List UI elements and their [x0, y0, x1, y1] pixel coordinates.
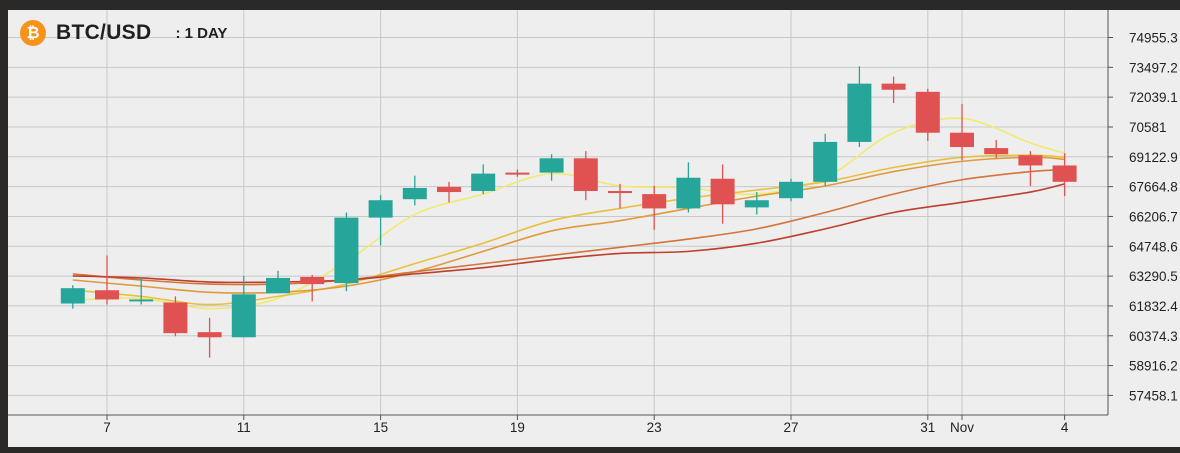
candle — [231, 275, 256, 338]
candle-body-down — [197, 332, 222, 338]
candle-body-down — [915, 91, 940, 133]
candle-body-down — [95, 290, 119, 300]
candle — [573, 151, 598, 201]
candle-body-up — [744, 200, 769, 208]
y-tick-label: 57458.1 — [1129, 388, 1178, 403]
candle — [984, 139, 1009, 159]
candle — [334, 212, 359, 292]
candle — [1052, 153, 1077, 197]
candle — [95, 255, 119, 305]
y-tick-label: 72039.1 — [1129, 90, 1178, 105]
candle-layer — [60, 66, 1077, 358]
moving-average-line-3 — [72, 156, 1065, 294]
pair-title: BTC/USD — [56, 21, 152, 44]
y-tick-label: 73497.2 — [1129, 60, 1178, 75]
candle-body-down — [950, 132, 974, 148]
y-tick-label: 66206.7 — [1129, 209, 1178, 224]
candle-body-up — [539, 158, 564, 173]
candle — [950, 104, 974, 161]
x-tick-label: 19 — [510, 420, 525, 435]
candle — [881, 76, 906, 104]
y-tick-label: 69122.9 — [1129, 150, 1178, 165]
candle — [1018, 151, 1043, 186]
candle — [197, 317, 222, 358]
x-tick-label: Nov — [950, 420, 974, 435]
x-tick-label: 11 — [237, 420, 251, 435]
candle-body-up — [60, 288, 85, 304]
x-tick-label: 27 — [783, 420, 798, 435]
moving-average-line-5 — [72, 183, 1065, 284]
y-tick-label: 58916.2 — [1129, 359, 1178, 374]
y-tick-labels: 74955.3 73497.2 72039.1 70581 69122.9 67664.8… — [1108, 31, 1178, 403]
candle-body-down — [710, 178, 735, 205]
candle-body-up — [231, 294, 256, 338]
x-tick-label: 15 — [373, 420, 388, 435]
y-tick-label: 60374.3 — [1129, 329, 1178, 344]
candle — [642, 185, 667, 230]
candle-body-up — [847, 83, 872, 142]
candle — [744, 192, 769, 215]
candle-body-up — [266, 277, 290, 294]
y-tick-label: 70581 — [1129, 120, 1167, 135]
candle-body-down — [437, 186, 461, 193]
candle — [710, 164, 735, 224]
x-tick-label: 4 — [1061, 420, 1069, 435]
y-tick-label: 74955.3 — [1129, 31, 1178, 46]
plot-background — [8, 10, 1180, 447]
candle-body-up — [402, 187, 427, 200]
candle-body-down — [608, 191, 632, 194]
candle-body-down — [1018, 155, 1043, 166]
candle-body-down — [505, 172, 530, 175]
chart-header: ₿ BTC/USD : 1 DAY — [20, 17, 227, 49]
candle — [608, 183, 632, 209]
candle — [60, 285, 85, 309]
candle-body-up — [334, 217, 359, 284]
candle-body-up — [779, 181, 803, 199]
moving-average-line-4 — [72, 168, 1065, 286]
candle — [266, 270, 290, 294]
candle — [505, 169, 530, 177]
candle — [129, 276, 154, 305]
x-tick-label: 23 — [647, 420, 662, 435]
y-tick-label: 63290.5 — [1129, 269, 1178, 284]
candle-body-up — [129, 299, 154, 302]
candle-body-down — [1052, 165, 1077, 182]
candle-body-up — [676, 177, 701, 209]
y-tick-label: 64748.6 — [1129, 239, 1178, 254]
x-tick-label: 7 — [103, 420, 111, 435]
candle — [402, 175, 427, 206]
candle — [437, 181, 461, 203]
y-tick-label: 61832.4 — [1129, 299, 1178, 314]
candle-body-down — [573, 158, 598, 192]
candle — [676, 162, 701, 213]
candle-body-up — [813, 141, 838, 182]
candle-body-down — [642, 194, 667, 209]
candle-body-up — [368, 200, 393, 218]
candle-body-up — [471, 173, 496, 192]
candle-body-down — [881, 83, 906, 90]
candle-body-down — [163, 302, 188, 334]
candle — [368, 195, 393, 246]
candle — [163, 296, 188, 337]
y-tick-label: 67664.8 — [1129, 180, 1178, 195]
x-tick-label: 31 — [920, 420, 935, 435]
bitcoin-icon: ₿ — [20, 20, 46, 46]
candle — [300, 274, 325, 302]
candle-body-down — [984, 148, 1009, 155]
x-tick-labels: 7 11 15 19 23 27 31 Nov 4 — [103, 415, 1069, 435]
candle-body-down — [300, 276, 325, 285]
candle — [813, 133, 838, 186]
candle — [779, 178, 803, 202]
candle — [471, 164, 496, 195]
candle — [539, 154, 564, 181]
candle — [847, 66, 872, 148]
grid-layer — [8, 10, 1108, 415]
interval-label: : 1 DAY — [175, 24, 228, 42]
candle — [915, 88, 940, 141]
